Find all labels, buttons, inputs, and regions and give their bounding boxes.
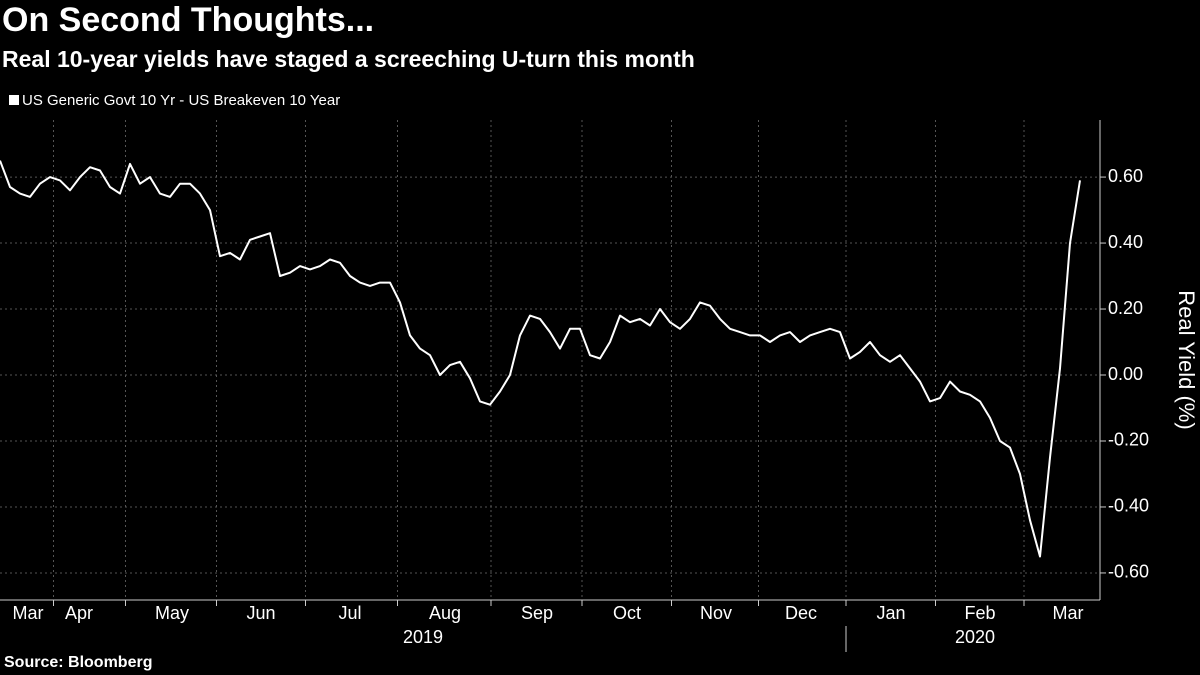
x-tick-label: Jun [246,603,275,623]
x-tick-label: Oct [613,603,641,623]
y-axis-label: Real Yield (%) [1174,290,1199,429]
source: Source: Bloomberg [4,654,152,671]
x-tick-label: Sep [521,603,553,623]
y-tick-label: 0.40 [1108,232,1143,252]
y-tick-label: 0.20 [1108,298,1143,318]
x-tick-label: Mar [1053,603,1084,623]
x-tick-label: Apr [65,603,93,623]
x-tick-label: Jan [876,603,905,623]
x-tick-label: Aug [429,603,461,623]
x-tick-label: Jul [338,603,361,623]
year-label: 2020 [955,627,995,647]
y-tick-label: -0.60 [1108,562,1149,582]
chart-subtitle: Real 10-year yields have staged a screec… [2,46,695,72]
y-tick-label: 0.00 [1108,364,1143,384]
x-tick-label: Nov [700,603,732,623]
x-tick-label: Feb [964,603,995,623]
y-tick-label: -0.40 [1108,496,1149,516]
x-tick-label: Dec [785,603,817,623]
y-tick-label: 0.60 [1108,166,1143,186]
legend-label: US Generic Govt 10 Yr - US Breakeven 10 … [22,92,340,109]
legend-swatch [9,95,19,105]
series-line [0,160,1081,558]
y-tick-label: -0.20 [1108,430,1149,450]
x-tick-label: Mar [13,603,44,623]
year-label: 2019 [403,627,443,647]
x-tick-label: May [155,603,189,623]
chart-title: On Second Thoughts... [2,1,374,39]
